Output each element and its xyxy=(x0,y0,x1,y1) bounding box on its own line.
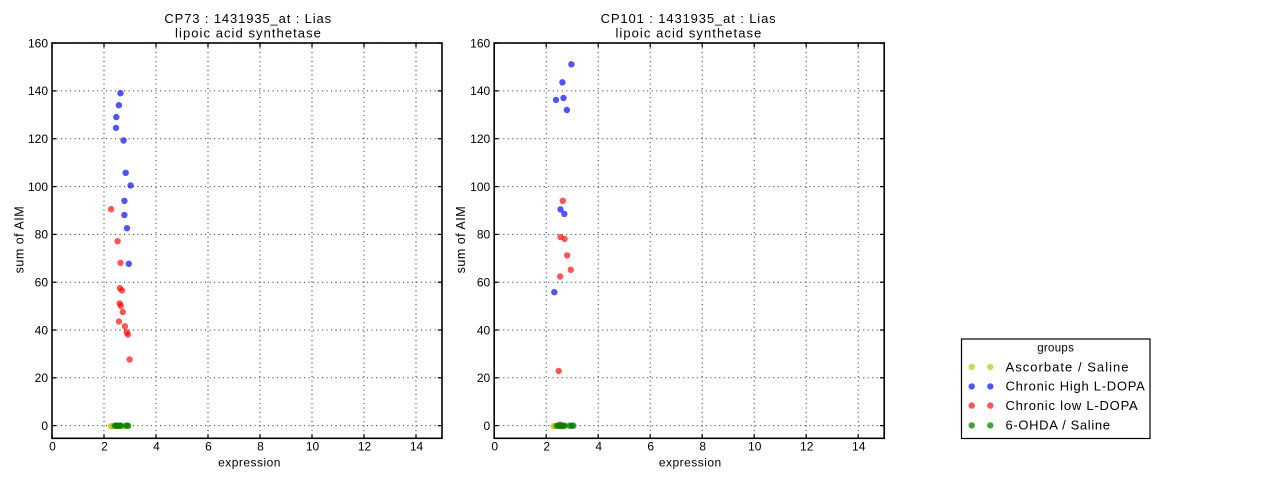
svg-text:lipoic acid synthetase: lipoic acid synthetase xyxy=(615,25,762,40)
svg-text:14: 14 xyxy=(852,440,866,454)
svg-text:2: 2 xyxy=(101,440,108,454)
svg-text:60: 60 xyxy=(35,276,49,290)
svg-text:40: 40 xyxy=(477,323,491,337)
svg-text:140: 140 xyxy=(470,84,490,98)
svg-text:0: 0 xyxy=(41,419,48,433)
svg-text:40: 40 xyxy=(35,323,49,337)
svg-text:sum of AIM: sum of AIM xyxy=(454,206,468,274)
svg-text:60: 60 xyxy=(477,276,491,290)
svg-text:0: 0 xyxy=(49,440,56,454)
svg-text:Chronic low L-DOPA: Chronic low L-DOPA xyxy=(1006,398,1139,413)
svg-text:80: 80 xyxy=(35,228,49,242)
svg-text:160: 160 xyxy=(28,36,48,50)
svg-text:lipoic acid synthetase: lipoic acid synthetase xyxy=(175,25,322,40)
svg-text:160: 160 xyxy=(470,36,490,50)
svg-text:2: 2 xyxy=(543,440,550,454)
svg-text:20: 20 xyxy=(477,371,491,385)
svg-text:14: 14 xyxy=(410,440,424,454)
svg-text:6-OHDA / Saline: 6-OHDA / Saline xyxy=(1006,418,1111,433)
svg-text:8: 8 xyxy=(257,440,264,454)
svg-text:10: 10 xyxy=(748,440,762,454)
svg-text:CP101 : 1431935_at : Lias: CP101 : 1431935_at : Lias xyxy=(601,11,777,26)
svg-text:Chronic High L-DOPA: Chronic High L-DOPA xyxy=(1006,379,1146,394)
svg-text:6: 6 xyxy=(647,440,654,454)
svg-text:CP73 : 1431935_at : Lias: CP73 : 1431935_at : Lias xyxy=(164,11,332,26)
svg-text:expression: expression xyxy=(659,455,722,469)
svg-text:groups: groups xyxy=(1037,343,1074,355)
svg-text:80: 80 xyxy=(477,228,491,242)
svg-text:120: 120 xyxy=(28,132,48,146)
svg-text:Ascorbate / Saline: Ascorbate / Saline xyxy=(1006,359,1130,374)
svg-text:4: 4 xyxy=(153,440,160,454)
svg-text:100: 100 xyxy=(470,180,490,194)
svg-text:120: 120 xyxy=(470,132,490,146)
svg-text:sum of AIM: sum of AIM xyxy=(12,206,26,274)
svg-text:140: 140 xyxy=(28,84,48,98)
svg-text:expression: expression xyxy=(218,455,281,469)
svg-text:10: 10 xyxy=(306,440,320,454)
svg-text:100: 100 xyxy=(28,180,48,194)
svg-text:0: 0 xyxy=(491,440,498,454)
svg-text:6: 6 xyxy=(205,440,212,454)
svg-text:4: 4 xyxy=(595,440,602,454)
svg-text:12: 12 xyxy=(358,440,372,454)
svg-text:0: 0 xyxy=(484,419,491,433)
svg-text:12: 12 xyxy=(800,440,814,454)
svg-text:8: 8 xyxy=(699,440,706,454)
svg-text:20: 20 xyxy=(35,371,49,385)
